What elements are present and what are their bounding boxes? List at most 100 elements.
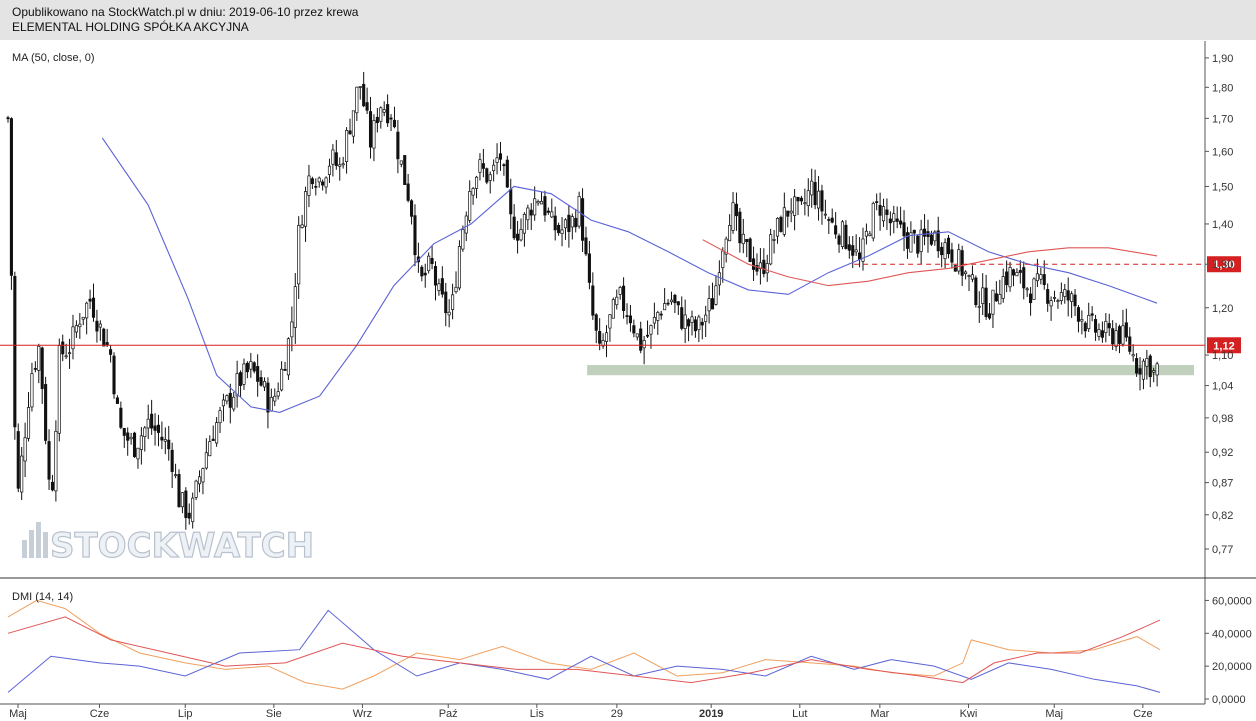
candle — [1138, 357, 1142, 391]
candle-body — [180, 492, 184, 508]
candle — [293, 273, 297, 344]
candle-body — [755, 265, 759, 272]
candle — [697, 314, 701, 343]
candle-body — [1052, 297, 1057, 299]
candle — [109, 344, 113, 363]
price-tag-bg — [1207, 337, 1241, 354]
candle — [970, 265, 974, 283]
candle-body — [457, 246, 461, 289]
candle — [20, 446, 24, 501]
candle — [105, 328, 109, 348]
candle — [61, 334, 65, 362]
candle-body — [221, 399, 226, 407]
candle — [604, 325, 609, 358]
candle — [953, 264, 957, 272]
candle — [471, 186, 475, 205]
candle — [392, 106, 397, 129]
candle-body — [57, 345, 61, 434]
candle — [194, 479, 198, 501]
candle — [303, 186, 308, 242]
candle-body — [1107, 323, 1111, 329]
candle-body — [239, 372, 243, 386]
watermark-bar-2 — [36, 522, 41, 558]
candle-body — [389, 117, 393, 120]
candle — [539, 191, 544, 205]
candle-body — [146, 418, 150, 429]
candle-body — [758, 262, 762, 270]
candle — [858, 237, 862, 268]
candle — [249, 352, 253, 378]
x-tick-label: 2019 — [699, 708, 723, 720]
candle-body — [1080, 319, 1084, 322]
candle — [611, 297, 615, 319]
candle-body — [683, 314, 687, 329]
candle-body — [539, 200, 544, 205]
y-tick-label: 0,98 — [1212, 413, 1233, 425]
candle — [916, 234, 920, 258]
candle — [208, 435, 212, 457]
candle-body — [635, 333, 639, 338]
candle-body — [509, 189, 513, 215]
candle — [40, 346, 44, 404]
candle-body — [748, 238, 752, 263]
candle — [372, 114, 376, 162]
candle — [994, 281, 998, 302]
candle-body — [20, 455, 24, 493]
candle-body — [1083, 322, 1087, 332]
candle — [899, 206, 903, 229]
candle — [964, 270, 968, 280]
candle — [122, 427, 126, 448]
x-tick-label: Paź — [439, 708, 458, 720]
candle — [676, 301, 680, 315]
candle — [280, 361, 284, 392]
candle — [885, 198, 889, 230]
candle — [365, 87, 369, 115]
candle-body — [115, 397, 119, 404]
candle-body — [953, 265, 957, 272]
candle-body — [126, 432, 130, 441]
candle-body — [823, 213, 827, 216]
candle — [895, 206, 899, 229]
candle — [283, 361, 287, 371]
candle-body — [225, 395, 229, 402]
candle-body — [611, 299, 615, 319]
candle-body — [153, 425, 157, 431]
candle-body — [782, 207, 786, 235]
candle — [707, 285, 711, 324]
candle-body — [474, 176, 479, 189]
candle — [591, 272, 595, 320]
candle-body — [987, 313, 992, 319]
candle — [779, 215, 783, 233]
candle-body — [618, 287, 622, 295]
candle — [273, 388, 277, 407]
candle — [748, 237, 752, 263]
candle-body — [160, 436, 164, 441]
candle-body — [892, 213, 896, 222]
y-tick-label: 1,04 — [1212, 381, 1233, 393]
candle — [868, 230, 872, 237]
candle — [905, 226, 910, 259]
y-tick-label: 1,50 — [1212, 181, 1233, 193]
candle — [88, 289, 92, 309]
candle — [112, 352, 116, 399]
candle-body — [909, 232, 913, 253]
candle-body — [54, 430, 58, 492]
candle — [844, 220, 848, 250]
candle-body — [847, 244, 851, 251]
candle-body — [427, 255, 431, 272]
candle — [926, 219, 930, 253]
candle — [345, 127, 349, 174]
candle-body — [1128, 336, 1132, 352]
candle — [252, 361, 256, 374]
price-tag-label: 1,30 — [1213, 259, 1234, 271]
candle-body — [91, 297, 96, 318]
candle — [201, 467, 205, 495]
candle-body — [109, 349, 113, 355]
candle-body — [519, 229, 523, 241]
candle-body — [488, 174, 492, 181]
candle — [317, 176, 321, 188]
candle-body — [861, 238, 865, 262]
candle-body — [923, 228, 927, 237]
candle — [940, 242, 944, 268]
